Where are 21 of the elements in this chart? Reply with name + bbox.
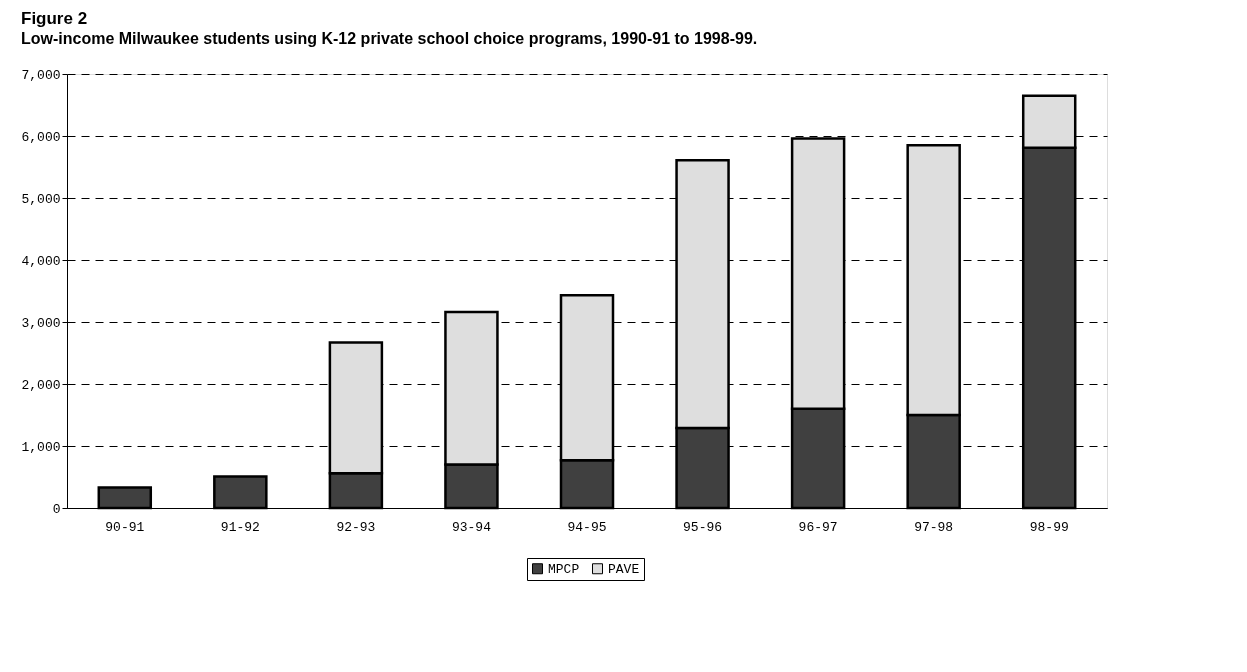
y-tick-label: 6,000 (21, 129, 61, 145)
x-tick-label: 91-92 (220, 519, 260, 535)
y-tick-label: 2,000 (21, 377, 61, 393)
x-tick-label: 97-98 (914, 519, 954, 535)
y-tick-label: 5,000 (21, 191, 61, 207)
x-tick-label: 98-99 (1029, 519, 1069, 535)
x-tick-label: 93-94 (451, 519, 492, 535)
chart-subtitle: Low-income Milwaukee students using K-12 private school choice programs, 1990-91 to 1998-99. (20, 30, 758, 47)
y-tick-label: 1,000 (21, 439, 61, 455)
x-tick-label: 90-91 (105, 519, 145, 535)
chart-title: Figure 2 (20, 9, 88, 28)
y-tick-label: 0 (52, 501, 61, 517)
y-tick-label: 3,000 (21, 315, 61, 331)
legend-label: PAVE (608, 561, 640, 577)
x-tick-label: 96-97 (798, 519, 838, 535)
x-tick-label: 94-95 (567, 519, 607, 535)
y-tick-label: 4,000 (21, 253, 61, 269)
x-tick-label: 95-96 (683, 519, 723, 535)
y-tick-label: 7,000 (21, 67, 61, 83)
x-tick-label: 92-93 (336, 519, 376, 535)
legend-label: MPCP (548, 561, 580, 577)
